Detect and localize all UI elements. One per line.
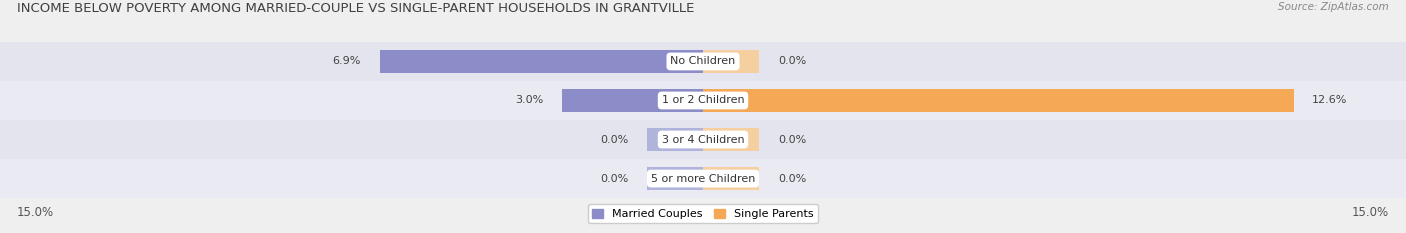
Text: Source: ZipAtlas.com: Source: ZipAtlas.com: [1278, 2, 1389, 12]
Text: 15.0%: 15.0%: [17, 206, 53, 219]
Text: 0.0%: 0.0%: [600, 174, 628, 184]
Text: INCOME BELOW POVERTY AMONG MARRIED-COUPLE VS SINGLE-PARENT HOUSEHOLDS IN GRANTVI: INCOME BELOW POVERTY AMONG MARRIED-COUPL…: [17, 2, 695, 15]
Bar: [380, 50, 703, 73]
Bar: [647, 167, 703, 190]
Text: 3 or 4 Children: 3 or 4 Children: [662, 134, 744, 144]
Text: 0.0%: 0.0%: [778, 134, 806, 144]
Bar: [703, 128, 759, 151]
Bar: [703, 167, 759, 190]
Text: 0.0%: 0.0%: [600, 134, 628, 144]
Text: 0.0%: 0.0%: [778, 56, 806, 66]
Text: 6.9%: 6.9%: [332, 56, 361, 66]
Text: No Children: No Children: [671, 56, 735, 66]
Bar: [703, 89, 1294, 112]
Text: 0.0%: 0.0%: [778, 174, 806, 184]
Text: 1 or 2 Children: 1 or 2 Children: [662, 96, 744, 106]
Text: 15.0%: 15.0%: [1353, 206, 1389, 219]
Bar: [562, 89, 703, 112]
Legend: Married Couples, Single Parents: Married Couples, Single Parents: [588, 204, 818, 223]
Bar: [703, 50, 759, 73]
Bar: [647, 128, 703, 151]
Text: 5 or more Children: 5 or more Children: [651, 174, 755, 184]
Text: 12.6%: 12.6%: [1312, 96, 1347, 106]
Text: 3.0%: 3.0%: [516, 96, 544, 106]
